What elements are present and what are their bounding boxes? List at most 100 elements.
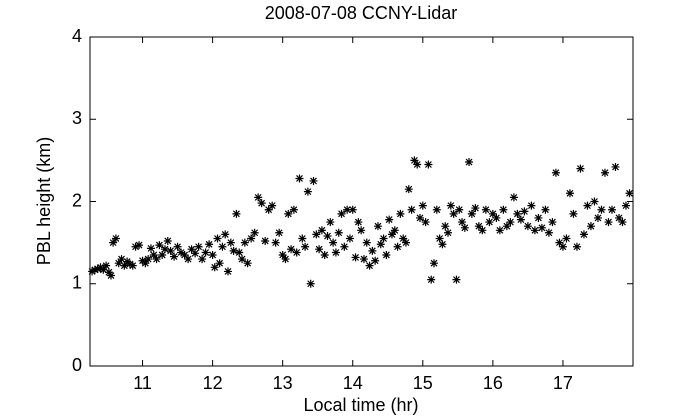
data-point <box>413 160 422 169</box>
data-point <box>551 168 560 177</box>
data-point <box>323 232 332 241</box>
data-point <box>611 162 620 171</box>
data-point <box>345 234 354 243</box>
x-tick-label: 12 <box>203 373 223 393</box>
data-point <box>600 168 609 177</box>
data-point <box>562 234 571 243</box>
data-point <box>120 261 129 270</box>
data-point <box>320 250 329 259</box>
data-point <box>572 242 581 251</box>
data-point <box>421 218 430 227</box>
data-point <box>114 259 123 268</box>
data-point <box>481 205 490 214</box>
chart-title: 2008-07-08 CCNY-Lidar <box>265 3 457 23</box>
data-point <box>235 248 244 257</box>
data-point <box>163 236 172 245</box>
data-point <box>513 209 522 218</box>
data-point <box>208 250 217 259</box>
y-axis-label: PBL height (km) <box>34 137 54 265</box>
data-point <box>340 242 349 251</box>
data-point <box>301 242 310 251</box>
data-point <box>155 241 164 250</box>
data-point <box>586 222 595 231</box>
data-point <box>141 259 150 268</box>
data-point <box>537 223 546 232</box>
data-point <box>506 218 515 227</box>
data-point <box>93 264 102 273</box>
data-point <box>315 245 324 254</box>
data-point <box>117 255 126 264</box>
data-point <box>446 201 455 210</box>
data-point <box>213 234 222 243</box>
data-point <box>625 189 634 198</box>
data-point <box>569 209 578 218</box>
data-point <box>583 201 592 210</box>
x-tick-label: 15 <box>413 373 433 393</box>
data-point <box>365 261 374 270</box>
data-point <box>387 230 396 239</box>
data-point <box>198 255 207 264</box>
data-point <box>173 242 182 251</box>
data-point <box>548 218 557 227</box>
data-point <box>354 218 363 227</box>
data-point <box>257 199 266 208</box>
data-point <box>427 275 436 284</box>
data-point <box>232 209 241 218</box>
data-point <box>401 238 410 247</box>
data-point <box>194 242 203 251</box>
data-point <box>170 252 179 261</box>
data-point <box>565 189 574 198</box>
data-point <box>544 228 553 237</box>
data-point <box>465 158 474 167</box>
data-point <box>191 249 200 258</box>
data-point <box>111 234 120 243</box>
data-point <box>607 205 616 214</box>
data-point <box>485 218 494 227</box>
data-point <box>135 241 144 250</box>
data-point <box>520 207 529 216</box>
data-point <box>221 230 230 239</box>
data-point <box>128 261 137 270</box>
data-point <box>530 226 539 235</box>
data-point <box>376 240 385 249</box>
data-point <box>416 213 425 222</box>
data-point <box>359 255 368 264</box>
data-point <box>614 213 623 222</box>
data-point <box>261 236 270 245</box>
data-point <box>331 248 340 257</box>
data-point <box>226 238 235 247</box>
data-point <box>527 201 536 210</box>
data-point <box>516 215 525 224</box>
data-point <box>238 255 247 264</box>
data-point <box>295 174 304 183</box>
data-point <box>109 238 118 247</box>
data-point <box>373 222 382 231</box>
data-point <box>326 218 335 227</box>
y-tick-label: 1 <box>72 273 82 293</box>
data-point <box>329 238 338 247</box>
data-point <box>215 259 224 268</box>
data-point <box>396 209 405 218</box>
data-point <box>99 265 108 274</box>
data-point <box>379 234 388 243</box>
x-tick-label: 16 <box>483 373 503 393</box>
data-point <box>410 156 419 165</box>
data-point <box>160 245 169 254</box>
data-point <box>385 215 394 224</box>
data-point <box>597 205 606 214</box>
data-point <box>435 234 444 243</box>
data-point <box>351 253 360 262</box>
data-point <box>478 226 487 235</box>
data-point <box>488 209 497 218</box>
data-point <box>438 240 447 249</box>
data-point <box>289 205 298 214</box>
data-point <box>292 248 301 257</box>
y-tick-label: 0 <box>72 355 82 375</box>
plot-frame <box>89 36 634 367</box>
data-point <box>264 205 273 214</box>
data-point <box>317 226 326 235</box>
x-tick-label: 11 <box>133 373 152 393</box>
data-point <box>455 205 464 214</box>
